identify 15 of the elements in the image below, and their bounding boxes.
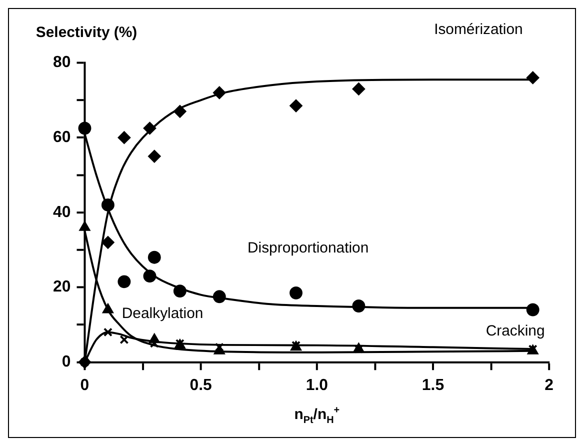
y-tick-label: 20 — [53, 278, 71, 296]
x-tick-label: 0.5 — [190, 377, 212, 394]
x-tick-label: 0 — [80, 377, 90, 394]
series-label: Cracking — [486, 322, 545, 340]
y-tick-label: 40 — [53, 204, 71, 221]
y-tick-label: 80 — [53, 54, 71, 72]
text: Isomérization — [434, 21, 523, 38]
x-tick-label: 1.0 — [306, 377, 328, 394]
y-axis-title: Selectivity (%) — [36, 24, 138, 42]
y-tick-label: 0 — [62, 354, 71, 371]
series-label: Dealkylation — [122, 304, 204, 322]
text: Disproportionation — [247, 239, 369, 256]
x-tick-label: 2 — [544, 377, 554, 394]
x-tick-label: 1.5 — [422, 377, 444, 394]
y-tick-label: 60 — [53, 128, 71, 146]
